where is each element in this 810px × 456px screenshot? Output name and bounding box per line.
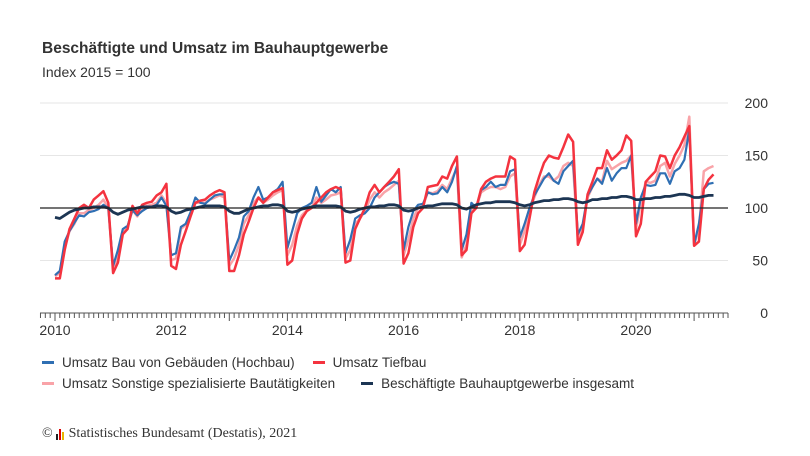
series-line-0 xyxy=(54,128,714,277)
series-line-3 xyxy=(54,192,714,220)
x-tick-label: 2018 xyxy=(504,322,535,338)
legend-swatch xyxy=(361,382,374,385)
legend-label: Umsatz Tiefbau xyxy=(332,355,427,370)
x-tick-label: 2012 xyxy=(156,322,187,338)
series-line-2 xyxy=(54,115,714,278)
y-tick-label: 0 xyxy=(760,305,768,321)
destatis-logo-icon xyxy=(55,428,65,440)
series-line-1 xyxy=(55,124,715,280)
legend: Umsatz Bau von Gebäuden (Hochbau) Umsatz… xyxy=(42,352,652,394)
chart-subtitle: Index 2015 = 100 xyxy=(42,64,151,80)
chart-title: Beschäftigte und Umsatz im Bauhauptgewer… xyxy=(42,40,389,57)
y-tick-label: 150 xyxy=(745,148,769,164)
legend-item-hochbau[interactable]: Umsatz Bau von Gebäuden (Hochbau) xyxy=(42,355,295,370)
legend-swatch xyxy=(42,361,54,364)
x-tick-label: 2014 xyxy=(272,322,303,338)
legend-label: Umsatz Sonstige spezialisierte Bautätigk… xyxy=(62,376,336,391)
legend-item-tiefbau[interactable]: Umsatz Tiefbau xyxy=(312,355,427,370)
legend-swatch xyxy=(312,361,325,364)
legend-swatch xyxy=(42,382,54,385)
copyright-icon: © xyxy=(42,426,53,441)
x-tick-label: 2016 xyxy=(388,322,419,338)
legend-item-beschaeftigte[interactable]: Beschäftigte Bauhauptgewerbe insgesamt xyxy=(361,376,634,391)
y-tick-label: 200 xyxy=(745,95,769,111)
legend-label: Beschäftigte Bauhauptgewerbe insgesamt xyxy=(381,376,635,391)
y-tick-label: 100 xyxy=(745,200,769,216)
source-text: Statistisches Bundesamt (Destatis), 2021 xyxy=(68,426,298,441)
legend-item-sonstige[interactable]: Umsatz Sonstige spezialisierte Bautätigk… xyxy=(42,376,335,391)
x-tick-label: 2020 xyxy=(620,322,651,338)
x-tick-label: 2010 xyxy=(39,322,70,338)
source-footer: © Statistisches Bundesamt (Destatis), 20… xyxy=(42,426,297,442)
y-tick-label: 50 xyxy=(752,253,768,269)
legend-label: Umsatz Bau von Gebäuden (Hochbau) xyxy=(62,355,295,370)
